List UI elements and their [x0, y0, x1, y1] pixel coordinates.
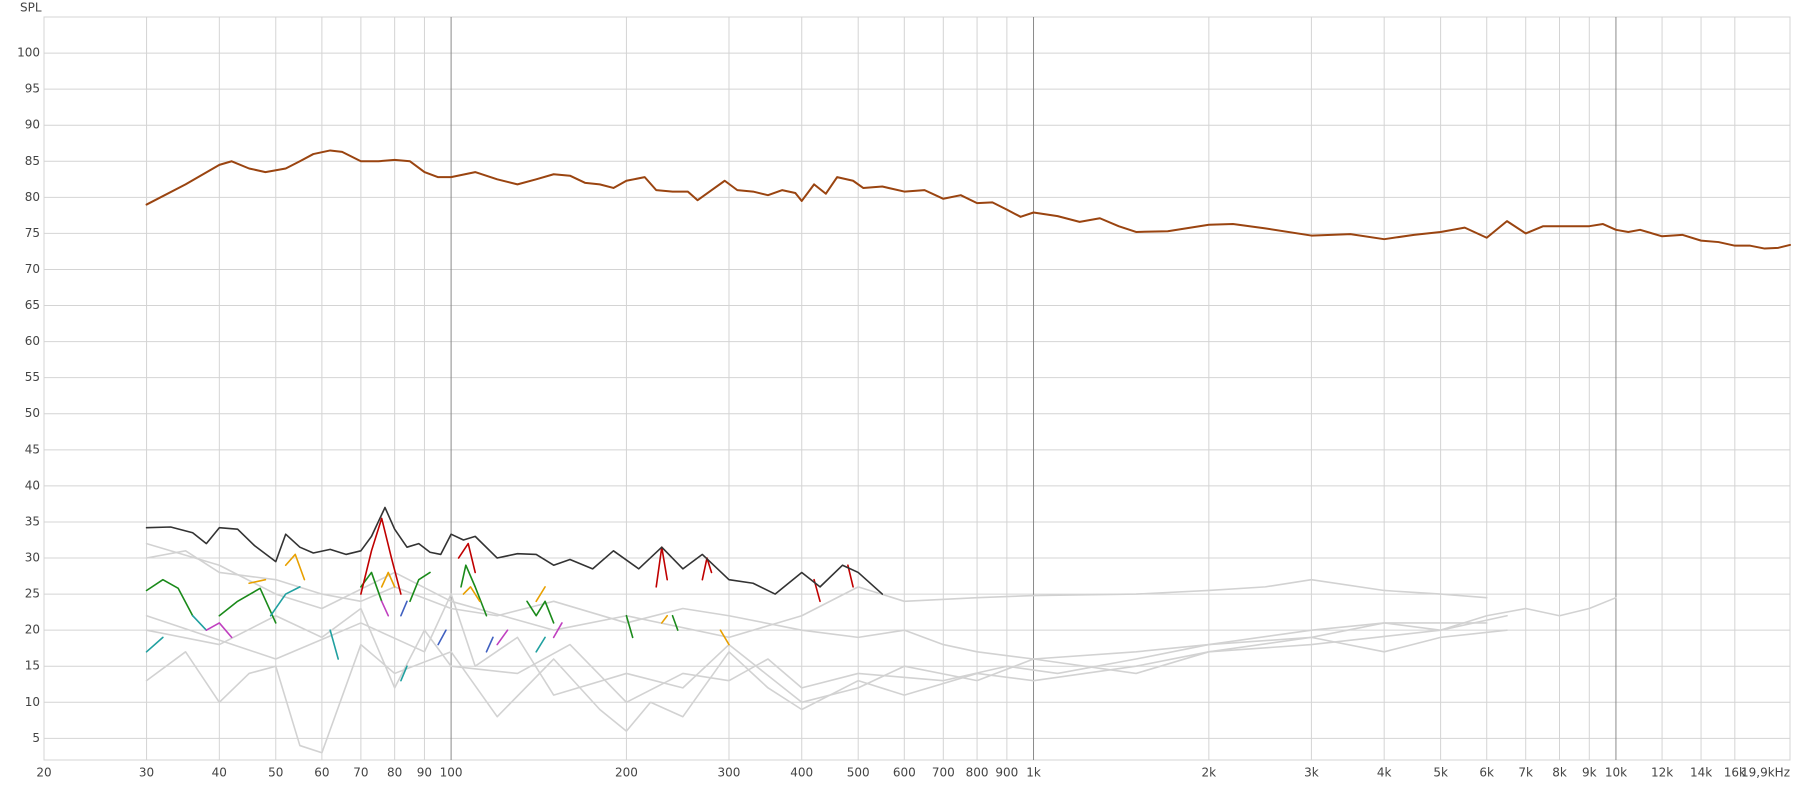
- y-tick-label: 95: [25, 82, 40, 96]
- x-tick-label: 12k: [1651, 766, 1673, 780]
- curves: [145, 149, 1791, 754]
- x-tick-label: 7k: [1518, 766, 1533, 780]
- x-tick-label: 600: [893, 766, 916, 780]
- curve: [145, 586, 546, 682]
- y-tick-label: 15: [25, 659, 40, 673]
- y-tick-label: 90: [25, 118, 40, 132]
- x-tick-label: 9k: [1582, 766, 1597, 780]
- x-tick-label: 700: [932, 766, 955, 780]
- x-tick-label: 900: [995, 766, 1018, 780]
- curve: [248, 553, 730, 646]
- x-tick-label: 10k: [1605, 766, 1627, 780]
- y-tick-label: 40: [25, 478, 40, 492]
- x-tick-label: 2k: [1202, 766, 1217, 780]
- y-tick-label: 55: [25, 370, 40, 384]
- curve: [145, 506, 884, 595]
- y-tick-label: 10: [25, 695, 40, 709]
- y-tick-label: 70: [25, 262, 40, 276]
- x-tick-label: 5k: [1433, 766, 1448, 780]
- grid: [43, 16, 1791, 761]
- y-axis-label: SPL: [20, 1, 42, 15]
- y-tick-label: 25: [25, 587, 40, 601]
- x-tick-label: 19,9kHz: [1741, 766, 1790, 780]
- curve: [145, 550, 1617, 660]
- x-tick-label: 8k: [1552, 766, 1567, 780]
- x-tick-label: 3k: [1304, 766, 1319, 780]
- x-tick-label: 70: [353, 766, 368, 780]
- y-tick-label: 75: [25, 226, 40, 240]
- curve: [145, 614, 1508, 754]
- curve: [145, 564, 679, 639]
- labels: 5 10 15 20 25 30 35 40 45 50 55 60 65 70 75 80 85 90 95 100…: [17, 46, 1790, 780]
- y-tick-label: 50: [25, 406, 40, 420]
- x-tick-label: 200: [615, 766, 638, 780]
- curve: [145, 149, 1791, 250]
- x-tick-label: 30: [139, 766, 154, 780]
- x-tick-label: 800: [966, 766, 989, 780]
- y-tick-label: 5: [32, 731, 40, 745]
- x-tick-label: 80: [387, 766, 402, 780]
- x-tick-label: 40: [212, 766, 227, 780]
- x-tick-label: 50: [268, 766, 283, 780]
- y-tick-label: 85: [25, 154, 40, 168]
- y-tick-label: 100: [17, 46, 40, 60]
- x-tick-label: 20: [36, 766, 51, 780]
- y-tick-label: 35: [25, 514, 40, 528]
- y-tick-label: 80: [25, 190, 40, 204]
- x-tick-label: 300: [718, 766, 741, 780]
- curve: [145, 593, 1508, 704]
- curve: [145, 542, 1488, 639]
- x-tick-label: 6k: [1479, 766, 1494, 780]
- x-tick-label: 16k: [1724, 766, 1746, 780]
- x-tick-label: 1k: [1026, 766, 1041, 780]
- y-tick-label: 45: [25, 442, 40, 456]
- y-tick-label: 20: [25, 623, 40, 637]
- y-tick-label: 65: [25, 298, 40, 312]
- x-tick-label: 500: [847, 766, 870, 780]
- x-tick-label: 90: [417, 766, 432, 780]
- x-tick-label: 60: [314, 766, 329, 780]
- x-tick-label: 400: [790, 766, 813, 780]
- curve: [205, 600, 563, 646]
- x-tick-label: 4k: [1377, 766, 1392, 780]
- x-tick-label: 100: [440, 766, 463, 780]
- curve: [400, 600, 494, 653]
- y-tick-label: 30: [25, 551, 40, 565]
- x-tick-label: 14k: [1690, 766, 1712, 780]
- curve: [145, 607, 1488, 704]
- y-tick-label: 60: [25, 334, 40, 348]
